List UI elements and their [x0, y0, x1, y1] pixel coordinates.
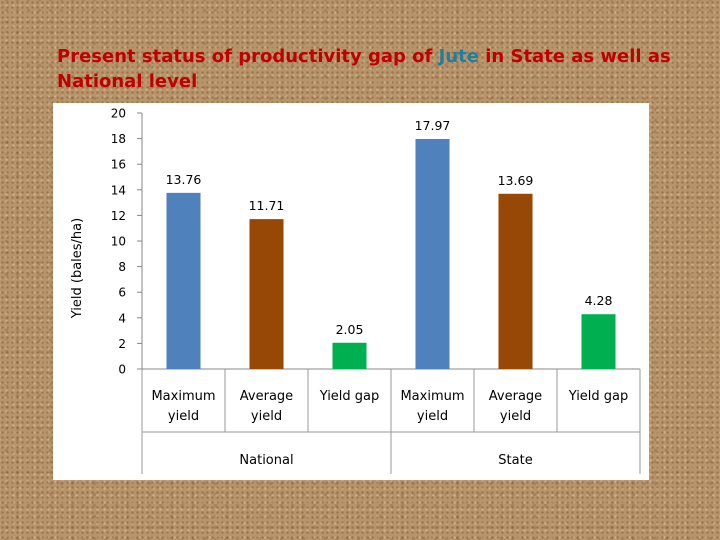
y-tick-label: 4: [118, 311, 126, 325]
category-label: Average: [489, 389, 542, 404]
y-tick-label: 20: [111, 107, 126, 121]
title-part-1: Present status of productivity gap of: [57, 46, 439, 67]
slide-title: Present status of productivity gap of Ju…: [57, 44, 677, 94]
category-label: yield: [417, 409, 448, 424]
y-tick-label: 0: [118, 363, 126, 377]
bar-state-2: [498, 193, 533, 369]
data-label: 13.69: [498, 173, 534, 188]
category-label: Average: [240, 389, 293, 404]
title-accent-jute: Jute: [438, 46, 479, 67]
data-label: 11.71: [249, 198, 285, 213]
category-label: Maximum: [400, 389, 464, 404]
category-label: yield: [500, 409, 531, 424]
category-label: Yield gap: [319, 389, 380, 404]
y-tick-label: 2: [118, 337, 126, 351]
y-tick-label: 8: [118, 260, 126, 274]
y-tick-label: 18: [111, 132, 126, 146]
group-label-national: National: [239, 453, 293, 468]
group-label-state: State: [498, 453, 532, 468]
category-label: yield: [168, 409, 199, 424]
data-label: 17.97: [415, 118, 451, 133]
bar-state-3: [581, 314, 616, 369]
y-tick-label: 10: [111, 235, 126, 249]
bar-state-1: [415, 138, 450, 369]
y-tick-label: 6: [118, 286, 126, 300]
y-axis-label-box: Yield (bales/ha): [70, 218, 85, 319]
y-axis-label: Yield (bales/ha): [70, 218, 85, 319]
bar-national-3: [332, 342, 367, 369]
y-tick-label: 12: [111, 209, 126, 223]
category-label: Yield gap: [568, 389, 629, 404]
y-tick-label: 16: [111, 158, 126, 172]
category-label: Maximum: [151, 389, 215, 404]
category-label: yield: [251, 409, 282, 424]
title-part-2: in State as well as National level: [57, 46, 671, 92]
data-label: 2.05: [336, 322, 364, 337]
y-tick-label: 14: [111, 183, 126, 197]
bar-national-2: [249, 219, 284, 369]
data-label: 13.76: [166, 172, 202, 187]
data-label: 4.28: [585, 293, 613, 308]
chart-panel: [53, 103, 649, 480]
bar-national-1: [166, 192, 201, 369]
